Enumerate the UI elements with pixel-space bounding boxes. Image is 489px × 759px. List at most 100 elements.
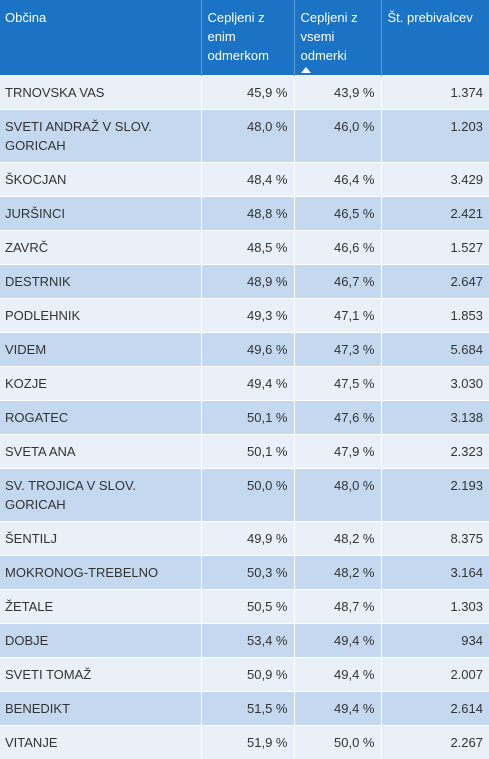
cell-cepljeni-enim: 48,5 % <box>200 229 294 264</box>
cell-cepljeni-vsemi: 47,5 % <box>293 365 381 400</box>
column-header-label: Cepljeni z enim odmerkom <box>207 10 269 63</box>
cell-cepljeni-enim: 48,0 % <box>200 108 294 162</box>
cell-cepljeni-vsemi: 47,3 % <box>293 331 381 366</box>
cell-obcina: TRNOVSKA VAS <box>0 74 201 109</box>
cell-cepljeni-enim: 51,5 % <box>200 690 294 725</box>
table-row: SVETA ANA 50,1 % 47,9 % 2.323 <box>0 433 489 468</box>
cell-cepljeni-vsemi: 47,6 % <box>293 399 381 434</box>
cell-cepljeni-enim: 50,1 % <box>200 399 294 434</box>
cell-cepljeni-enim: 48,4 % <box>200 161 294 196</box>
sort-ascending-icon <box>300 67 311 73</box>
cell-obcina: MOKRONOG-TREBELNO <box>0 554 201 589</box>
cell-cepljeni-enim: 50,1 % <box>200 433 294 468</box>
cell-obcina: VITANJE <box>0 724 201 759</box>
cell-prebivalci: 2.421 <box>380 195 489 230</box>
column-header-prebivalci[interactable]: Št. prebivalcev <box>380 0 489 75</box>
table-row: ŠKOCJAN 48,4 % 46,4 % 3.429 <box>0 161 489 196</box>
column-header-cepljeni-vsemi[interactable]: Cepljeni z vsemi odmerki <box>293 0 381 75</box>
cell-obcina: KOZJE <box>0 365 201 400</box>
table-row: ZAVRČ 48,5 % 46,6 % 1.527 <box>0 229 489 264</box>
cell-cepljeni-enim: 50,0 % <box>200 467 294 521</box>
cell-prebivalci: 2.193 <box>380 467 489 521</box>
cell-cepljeni-vsemi: 47,1 % <box>293 297 381 332</box>
column-header-cepljeni-enim[interactable]: Cepljeni z enim odmerkom <box>200 0 294 75</box>
cell-obcina: SVETI ANDRAŽ V SLOV. GORICAH <box>0 108 201 162</box>
cell-obcina: JURŠINCI <box>0 195 201 230</box>
cell-cepljeni-enim: 51,9 % <box>200 724 294 759</box>
table-row: PODLEHNIK 49,3 % 47,1 % 1.853 <box>0 297 489 332</box>
cell-cepljeni-vsemi: 46,0 % <box>293 108 381 162</box>
table-row: ROGATEC 50,1 % 47,6 % 3.138 <box>0 399 489 434</box>
table-row: SVETI TOMAŽ 50,9 % 49,4 % 2.007 <box>0 656 489 691</box>
cell-cepljeni-enim: 48,9 % <box>200 263 294 298</box>
column-header-obcina[interactable]: Občina <box>0 0 201 75</box>
cell-cepljeni-enim: 50,5 % <box>200 588 294 623</box>
cell-obcina: PODLEHNIK <box>0 297 201 332</box>
table-row: TRNOVSKA VAS 45,9 % 43,9 % 1.374 <box>0 74 489 109</box>
cell-cepljeni-enim: 50,3 % <box>200 554 294 589</box>
table-row: DOBJE 53,4 % 49,4 % 934 <box>0 622 489 657</box>
cell-prebivalci: 8.375 <box>380 520 489 555</box>
cell-prebivalci: 1.374 <box>380 74 489 109</box>
cell-prebivalci: 1.203 <box>380 108 489 162</box>
cell-cepljeni-enim: 48,8 % <box>200 195 294 230</box>
cell-prebivalci: 5.684 <box>380 331 489 366</box>
table-header: Občina Cepljeni z enim odmerkom Cepljeni… <box>0 0 489 75</box>
cell-cepljeni-enim: 49,3 % <box>200 297 294 332</box>
cell-prebivalci: 2.323 <box>380 433 489 468</box>
cell-cepljeni-vsemi: 46,6 % <box>293 229 381 264</box>
table-row: SV. TROJICA V SLOV. GORICAH 50,0 % 48,0 % 2… <box>0 467 489 521</box>
table-row: VITANJE 51,9 % 50,0 % 2.267 <box>0 724 489 759</box>
cell-prebivalci: 2.647 <box>380 263 489 298</box>
cell-obcina: BENEDIKT <box>0 690 201 725</box>
cell-cepljeni-enim: 53,4 % <box>200 622 294 657</box>
cell-cepljeni-vsemi: 48,2 % <box>293 520 381 555</box>
cell-cepljeni-vsemi: 48,7 % <box>293 588 381 623</box>
table-row: DESTRNIK 48,9 % 46,7 % 2.647 <box>0 263 489 298</box>
cell-prebivalci: 3.164 <box>380 554 489 589</box>
table-row: ŠENTILJ 49,9 % 48,2 % 8.375 <box>0 520 489 555</box>
cell-cepljeni-vsemi: 49,4 % <box>293 656 381 691</box>
cell-obcina: SV. TROJICA V SLOV. GORICAH <box>0 467 201 521</box>
cell-prebivalci: 2.267 <box>380 724 489 759</box>
cell-cepljeni-vsemi: 49,4 % <box>293 622 381 657</box>
table-body: TRNOVSKA VAS 45,9 % 43,9 % 1.374 SVETI ANDRA… <box>0 74 489 759</box>
table-row: JURŠINCI 48,8 % 46,5 % 2.421 <box>0 195 489 230</box>
cell-obcina: VIDEM <box>0 331 201 366</box>
cell-cepljeni-vsemi: 46,7 % <box>293 263 381 298</box>
cell-cepljeni-vsemi: 49,4 % <box>293 690 381 725</box>
cell-obcina: ŠENTILJ <box>0 520 201 555</box>
cell-prebivalci: 934 <box>380 622 489 657</box>
cell-prebivalci: 3.138 <box>380 399 489 434</box>
cell-cepljeni-vsemi: 46,5 % <box>293 195 381 230</box>
cell-cepljeni-enim: 49,9 % <box>200 520 294 555</box>
cell-cepljeni-enim: 49,4 % <box>200 365 294 400</box>
cell-cepljeni-enim: 49,6 % <box>200 331 294 366</box>
header-row: Občina Cepljeni z enim odmerkom Cepljeni… <box>0 0 489 75</box>
cell-cepljeni-enim: 50,9 % <box>200 656 294 691</box>
cell-prebivalci: 3.030 <box>380 365 489 400</box>
cell-prebivalci: 3.429 <box>380 161 489 196</box>
cell-obcina: SVETI TOMAŽ <box>0 656 201 691</box>
cell-cepljeni-vsemi: 48,0 % <box>293 467 381 521</box>
cell-prebivalci: 1.527 <box>380 229 489 264</box>
cell-cepljeni-vsemi: 46,4 % <box>293 161 381 196</box>
table-row: BENEDIKT 51,5 % 49,4 % 2.614 <box>0 690 489 725</box>
table-row: ŽETALE 50,5 % 48,7 % 1.303 <box>0 588 489 623</box>
cell-prebivalci: 1.303 <box>380 588 489 623</box>
column-header-label: Št. prebivalcev <box>387 10 473 25</box>
cell-cepljeni-vsemi: 43,9 % <box>293 74 381 109</box>
column-header-label: Občina <box>5 10 47 25</box>
cell-cepljeni-vsemi: 50,0 % <box>293 724 381 759</box>
table-row: MOKRONOG-TREBELNO 50,3 % 48,2 % 3.164 <box>0 554 489 589</box>
cell-obcina: ZAVRČ <box>0 229 201 264</box>
cell-obcina: SVETA ANA <box>0 433 201 468</box>
table-row: SVETI ANDRAŽ V SLOV. GORICAH 48,0 % 46,0 %… <box>0 108 489 162</box>
table-row: VIDEM 49,6 % 47,3 % 5.684 <box>0 331 489 366</box>
table-row: KOZJE 49,4 % 47,5 % 3.030 <box>0 365 489 400</box>
cell-obcina: ROGATEC <box>0 399 201 434</box>
cell-prebivalci: 1.853 <box>380 297 489 332</box>
cell-cepljeni-vsemi: 47,9 % <box>293 433 381 468</box>
cell-cepljeni-vsemi: 48,2 % <box>293 554 381 589</box>
